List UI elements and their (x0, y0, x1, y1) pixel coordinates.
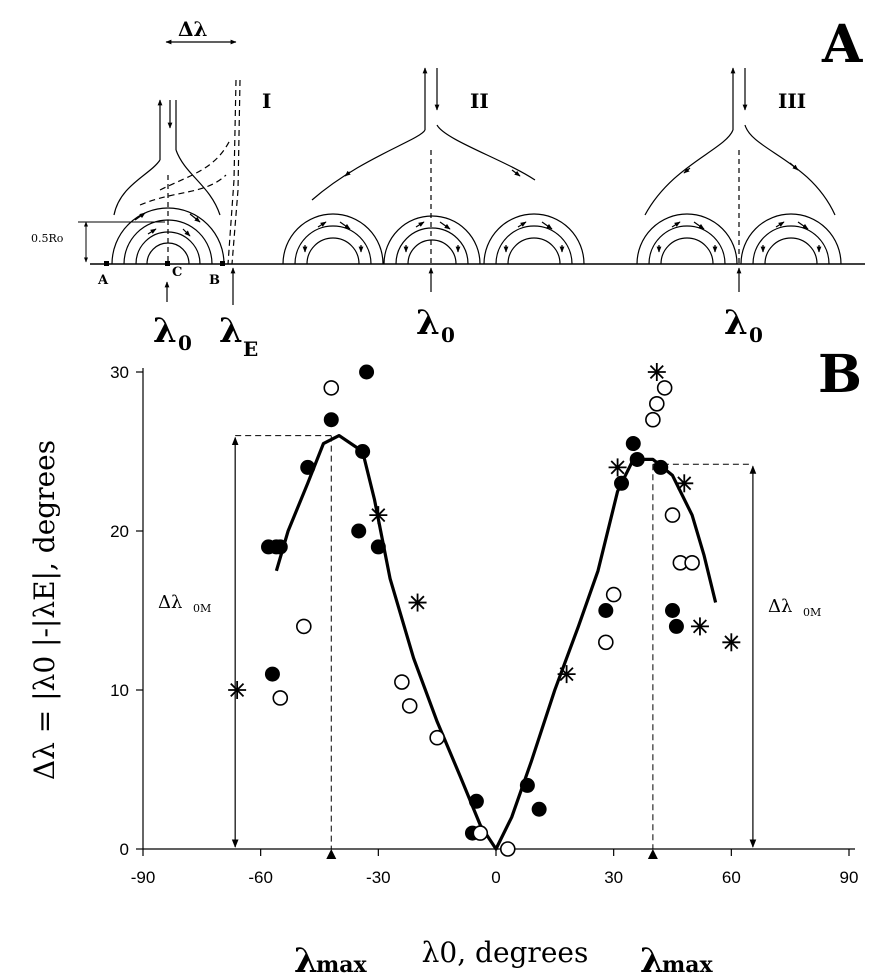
point-b-label: B (209, 273, 220, 288)
cell-i-label: I (262, 89, 271, 113)
lambda0-label-3: λ (724, 303, 748, 343)
open-circle-point (645, 411, 661, 428)
left-lambda-max-pointer (326, 849, 337, 859)
filled-circle-point (598, 603, 614, 618)
lambda-max-sub-left: max (316, 952, 368, 976)
open-circle-point (499, 841, 516, 857)
delta-lambda-label: Δλ (178, 17, 208, 41)
lambda-max-label-right: λ (640, 941, 664, 976)
filled-circle-point (625, 436, 641, 452)
x-tick-label: 60 (722, 868, 741, 887)
star-point (690, 617, 709, 636)
filled-circle-point (264, 666, 280, 682)
star-point (408, 593, 427, 612)
filled-circle-point (355, 444, 371, 459)
y-tick-label: 30 (110, 363, 129, 382)
y-axis-ticks: 0 10 20 30 (110, 363, 143, 859)
lambda-max-sub-right: max (662, 952, 714, 976)
star-point (608, 458, 627, 477)
star-point (228, 681, 247, 699)
star-point (557, 665, 576, 684)
filled-circle-point (614, 475, 630, 491)
open-circle-point (598, 634, 614, 651)
x-tick-label: 90 (840, 868, 859, 887)
open-circle-point (429, 729, 445, 746)
open-circle-point (401, 698, 418, 714)
open-circle-point (323, 380, 340, 396)
lambda0-sub-2: 0 (441, 323, 455, 347)
lambdae-sub: E (243, 337, 258, 361)
filled-circle-point (665, 603, 680, 618)
star-point (722, 633, 741, 652)
height-label: 0.5Ro (31, 232, 64, 245)
cell-iii-streamlines (636, 67, 842, 265)
filled-circle-point (300, 459, 316, 475)
open-circle-point (649, 395, 665, 412)
filled-circle-point (351, 523, 367, 539)
data-points (228, 363, 741, 857)
panel-a: A (31, 14, 865, 361)
filled-circle-point (519, 777, 535, 793)
open-circle-point (472, 825, 489, 841)
y-tick-label: 10 (110, 681, 129, 700)
x-tick-label: 0 (491, 868, 500, 887)
panel-b-chart: B -90 -60 -30 0 30 60 90 0 10 20 30 Δλ = |λ0 |-|λ… (28, 344, 862, 976)
panel-b-letter: B (818, 344, 862, 405)
filled-circle-point (359, 364, 375, 380)
star-point (369, 506, 388, 525)
fit-curve (274, 434, 718, 851)
filled-circle-point (323, 412, 339, 428)
x-axis-ticks: -90 -60 -30 0 30 60 90 (131, 849, 859, 887)
max-annotations (231, 435, 757, 859)
lambda0-label-1: λ (153, 311, 177, 351)
filled-circle-point (668, 618, 684, 634)
cell-iii-label: III (778, 89, 806, 113)
y-tick-label: 0 (120, 840, 129, 859)
filled-circle-point (468, 793, 484, 809)
filled-circle-point (531, 801, 547, 817)
fit-line (274, 434, 718, 851)
point-c-dot (165, 261, 170, 266)
lambda0-label-2: λ (416, 303, 440, 343)
x-tick-label: -60 (248, 868, 273, 887)
lambda0-sub-1: 0 (178, 331, 192, 355)
filled-circle-point (629, 451, 645, 467)
star-point (647, 363, 666, 381)
delta-lambda-0m-sub-left: 0M (193, 602, 211, 615)
lambda-max-label-left: λ (294, 941, 318, 976)
lambdae-label: λ (219, 311, 243, 351)
open-circle-point (684, 554, 700, 571)
right-lambda-max-pointer (647, 849, 658, 859)
y-axis-title: Δλ = |λ0 |-|λE|, degrees (28, 440, 61, 780)
star-point (675, 474, 694, 493)
x-tick-label: -30 (366, 868, 391, 887)
point-c-label: C (172, 265, 182, 280)
open-circle-point (296, 618, 312, 635)
cell-ii-streamlines (282, 67, 585, 265)
panel-a-letter: A (821, 14, 863, 75)
point-a-label: A (97, 273, 109, 288)
y-tick-label: 20 (110, 522, 129, 541)
point-b-dot (220, 261, 225, 266)
filled-circle-point (370, 539, 386, 555)
filled-circle-point (653, 459, 669, 475)
delta-lambda-0m-label-right: Δλ (768, 596, 792, 617)
cell-ii-label: II (470, 89, 489, 113)
open-circle-point (664, 507, 681, 523)
delta-lambda-0m-sub-right: 0M (803, 606, 821, 619)
x-axis-title: λ0, degrees (422, 936, 589, 969)
lambda0-sub-3: 0 (749, 323, 763, 347)
x-tick-label: -90 (131, 868, 156, 887)
point-a-dot (104, 261, 109, 266)
open-circle-point (394, 674, 410, 690)
x-tick-label: 30 (604, 868, 623, 887)
open-circle-point (272, 690, 289, 706)
delta-lambda-0m-label-left: Δλ (158, 592, 182, 613)
open-circle-point (656, 380, 673, 396)
filled-circle-point (272, 539, 288, 555)
cell-i-streamlines (111, 79, 241, 265)
open-circle-point (605, 586, 622, 603)
